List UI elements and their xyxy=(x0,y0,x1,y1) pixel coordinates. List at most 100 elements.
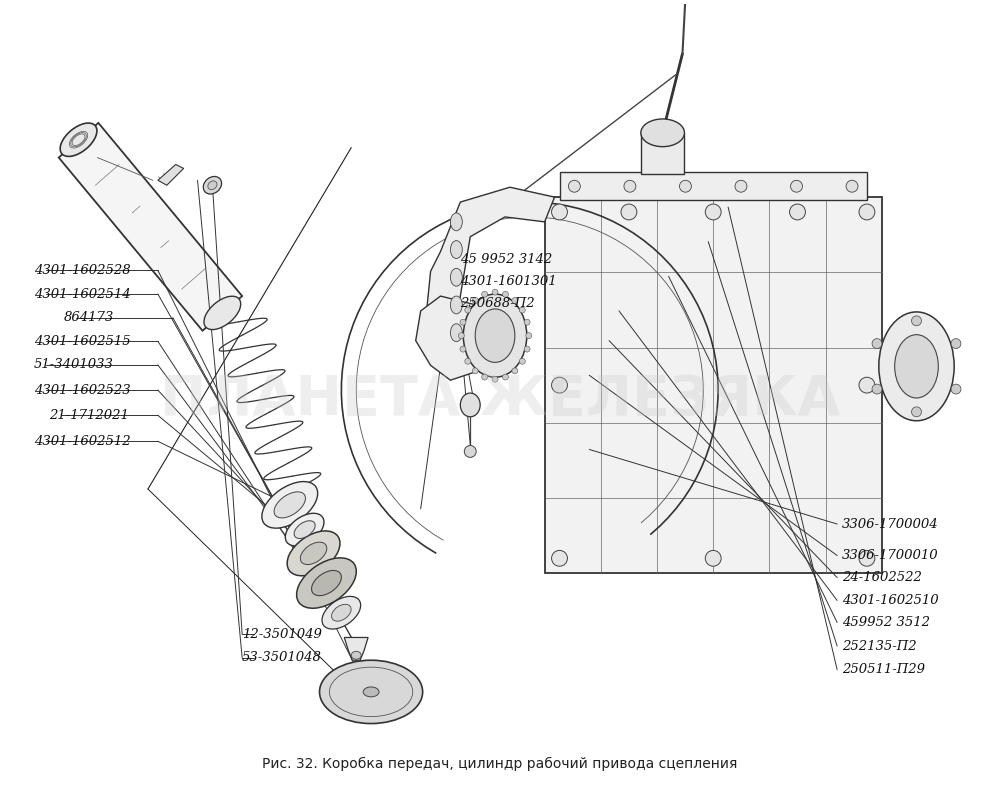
Ellipse shape xyxy=(621,204,637,220)
Ellipse shape xyxy=(208,181,217,189)
Ellipse shape xyxy=(872,384,882,394)
Ellipse shape xyxy=(705,204,721,220)
Ellipse shape xyxy=(285,513,324,546)
Ellipse shape xyxy=(465,307,471,313)
Ellipse shape xyxy=(297,558,356,608)
Ellipse shape xyxy=(294,521,315,538)
Ellipse shape xyxy=(859,204,875,220)
Polygon shape xyxy=(344,638,368,660)
Text: 4301-1602523: 4301-1602523 xyxy=(34,384,131,396)
Ellipse shape xyxy=(332,604,351,621)
Ellipse shape xyxy=(472,368,478,374)
Text: 250511-П29: 250511-П29 xyxy=(842,663,925,677)
Ellipse shape xyxy=(912,316,921,326)
Ellipse shape xyxy=(624,181,636,192)
Bar xyxy=(641,133,684,174)
Text: 4301-1602515: 4301-1602515 xyxy=(34,335,131,348)
Text: 3306-1700004: 3306-1700004 xyxy=(842,517,939,530)
Polygon shape xyxy=(426,187,555,361)
Ellipse shape xyxy=(552,550,567,566)
Ellipse shape xyxy=(524,346,530,352)
Ellipse shape xyxy=(492,289,498,295)
Text: 4301-1602512: 4301-1602512 xyxy=(34,435,131,448)
Ellipse shape xyxy=(846,181,858,192)
Ellipse shape xyxy=(450,324,462,341)
Bar xyxy=(560,173,867,200)
Ellipse shape xyxy=(463,294,527,377)
Ellipse shape xyxy=(460,346,466,352)
Ellipse shape xyxy=(465,358,471,365)
Ellipse shape xyxy=(460,393,480,417)
Ellipse shape xyxy=(300,542,327,564)
Text: 3306-1700010: 3306-1700010 xyxy=(842,549,939,562)
Ellipse shape xyxy=(859,377,875,393)
Text: 53-3501048: 53-3501048 xyxy=(242,651,322,665)
Ellipse shape xyxy=(458,333,464,338)
Ellipse shape xyxy=(450,268,462,287)
Ellipse shape xyxy=(502,374,508,380)
Ellipse shape xyxy=(322,596,361,629)
Ellipse shape xyxy=(450,213,462,231)
Ellipse shape xyxy=(641,119,684,146)
Text: 4301-1602510: 4301-1602510 xyxy=(842,594,939,607)
Text: 250688-П2: 250688-П2 xyxy=(460,297,535,310)
Text: 864173: 864173 xyxy=(64,311,114,324)
Ellipse shape xyxy=(791,181,802,192)
Ellipse shape xyxy=(526,333,532,338)
Ellipse shape xyxy=(475,309,515,362)
Ellipse shape xyxy=(895,334,938,398)
Text: 4301-1601301: 4301-1601301 xyxy=(460,275,557,288)
Text: 51-3401033: 51-3401033 xyxy=(34,358,114,372)
Ellipse shape xyxy=(351,651,361,659)
Ellipse shape xyxy=(859,550,875,566)
Ellipse shape xyxy=(492,377,498,382)
Ellipse shape xyxy=(519,358,525,365)
Ellipse shape xyxy=(204,296,241,330)
Ellipse shape xyxy=(287,531,340,576)
Text: 459952 3512: 459952 3512 xyxy=(842,616,930,629)
Ellipse shape xyxy=(790,204,805,220)
Ellipse shape xyxy=(502,291,508,297)
Bar xyxy=(545,197,882,573)
Ellipse shape xyxy=(464,446,476,458)
Ellipse shape xyxy=(450,240,462,259)
Text: 252135-П2: 252135-П2 xyxy=(842,640,917,653)
Ellipse shape xyxy=(524,319,530,326)
Ellipse shape xyxy=(460,319,466,326)
Ellipse shape xyxy=(912,407,921,417)
Ellipse shape xyxy=(482,291,488,297)
Ellipse shape xyxy=(679,181,691,192)
Text: 21-1712021: 21-1712021 xyxy=(49,409,129,422)
Ellipse shape xyxy=(568,181,580,192)
Ellipse shape xyxy=(320,660,423,724)
Ellipse shape xyxy=(872,338,882,349)
Ellipse shape xyxy=(262,482,318,529)
Ellipse shape xyxy=(482,374,488,380)
Ellipse shape xyxy=(705,550,721,566)
Ellipse shape xyxy=(951,338,961,349)
Text: 4301-1602514: 4301-1602514 xyxy=(34,287,131,301)
Ellipse shape xyxy=(472,298,478,303)
Ellipse shape xyxy=(552,204,567,220)
Text: 45 9952 3142: 45 9952 3142 xyxy=(460,253,553,266)
Text: Рис. 32. Коробка передач, цилиндр рабочий привода сцепления: Рис. 32. Коробка передач, цилиндр рабочи… xyxy=(262,757,738,771)
Ellipse shape xyxy=(312,571,341,595)
Ellipse shape xyxy=(735,181,747,192)
Ellipse shape xyxy=(951,384,961,394)
Ellipse shape xyxy=(450,296,462,314)
Polygon shape xyxy=(59,123,242,330)
Ellipse shape xyxy=(203,177,222,194)
Ellipse shape xyxy=(552,377,567,393)
Text: 24-1602522: 24-1602522 xyxy=(842,571,922,584)
Ellipse shape xyxy=(512,368,518,374)
Text: 12-3501049: 12-3501049 xyxy=(242,628,322,641)
Text: ПЛАНЕТА ЖЕЛЕЗЯКА: ПЛАНЕТА ЖЕЛЕЗЯКА xyxy=(160,373,840,427)
Text: 4301-1602528: 4301-1602528 xyxy=(34,264,131,277)
Polygon shape xyxy=(158,165,184,185)
Ellipse shape xyxy=(519,307,525,313)
Polygon shape xyxy=(416,296,510,380)
Ellipse shape xyxy=(363,687,379,696)
Ellipse shape xyxy=(60,123,97,157)
Ellipse shape xyxy=(512,298,518,303)
Ellipse shape xyxy=(274,492,305,518)
